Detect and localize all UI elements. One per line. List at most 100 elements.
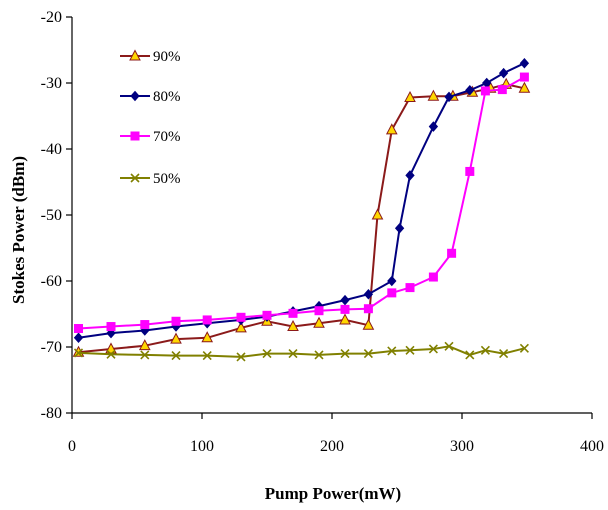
y-axis-title: Stokes Power (dBm): [9, 156, 28, 304]
data-point: [262, 349, 272, 359]
data-point: [140, 350, 150, 360]
plot-area: -80 -70 -60 -50 -40 -30 -20 0 100 200 300 400: [41, 9, 604, 455]
data-point: [236, 352, 246, 362]
x-tick-label: 300: [450, 438, 474, 455]
data-point: [202, 351, 212, 361]
data-point: [138, 339, 151, 351]
legend-item: 50%: [120, 171, 181, 187]
data-point: [499, 349, 509, 359]
y-tick-label: -30: [41, 75, 62, 92]
data-point: [171, 351, 181, 361]
data-point: [444, 341, 454, 351]
data-point: [371, 208, 384, 220]
data-point: [519, 72, 529, 82]
x-tick-label: 100: [190, 438, 214, 455]
data-point: [262, 310, 272, 320]
data-point: [405, 283, 415, 293]
x-axis-title: Pump Power(mW): [265, 484, 401, 503]
x-tick-label: 200: [320, 438, 344, 455]
series-2: [74, 72, 529, 334]
data-point: [363, 304, 373, 314]
data-point: [313, 316, 325, 328]
data-point: [363, 349, 373, 359]
data-point: [428, 121, 439, 132]
data-point: [363, 288, 374, 300]
data-point: [387, 275, 397, 287]
legend-marker: [130, 173, 140, 183]
data-point: [202, 315, 212, 325]
y-tick-label: -60: [41, 273, 62, 290]
data-point: [405, 170, 415, 181]
data-point: [339, 313, 351, 325]
legend-marker: [130, 131, 140, 141]
series-3: [73, 341, 529, 362]
y-tick-label: -70: [41, 339, 62, 356]
y-tick-label: -20: [41, 9, 62, 26]
data-point: [236, 312, 246, 322]
data-point: [288, 349, 298, 359]
legend-marker: [129, 49, 141, 61]
data-point: [385, 123, 398, 135]
x-tick-label: 0: [68, 438, 76, 455]
data-point: [340, 349, 350, 359]
data-point: [447, 248, 457, 258]
legend-item: 80%: [120, 89, 181, 105]
legend-label: 70%: [153, 129, 181, 145]
data-point: [444, 91, 454, 103]
data-point: [105, 342, 117, 354]
data-point: [404, 90, 416, 103]
x-axis-ticks: 0 100 200 300 400: [68, 413, 604, 455]
data-point: [288, 308, 298, 318]
y-tick-label: -50: [41, 207, 62, 224]
data-point: [287, 319, 299, 332]
data-point: [427, 89, 440, 101]
data-point: [465, 350, 475, 360]
data-point: [314, 350, 324, 360]
series-line: [78, 62, 525, 339]
legend-item: 90%: [120, 49, 181, 65]
legend-label: 90%: [153, 49, 181, 65]
data-point: [465, 166, 475, 176]
data-point: [519, 343, 529, 353]
data-point: [106, 322, 116, 332]
data-point: [428, 344, 438, 354]
data-point: [201, 331, 214, 343]
data-point: [498, 67, 509, 79]
data-point: [314, 306, 324, 316]
data-point: [405, 345, 415, 355]
y-tick-label: -80: [41, 405, 62, 422]
series-0: [72, 77, 531, 357]
legend-item: 70%: [120, 129, 181, 145]
data-point: [140, 320, 150, 330]
data-point: [106, 349, 116, 359]
series-line: [78, 76, 525, 330]
data-point: [387, 288, 397, 298]
data-point: [73, 332, 84, 344]
data-point: [170, 332, 182, 344]
data-point: [340, 294, 350, 306]
y-tick-label: -40: [41, 141, 62, 158]
data-point: [73, 348, 84, 358]
legend: 90% 80% 70% 50%: [120, 49, 181, 187]
data-point: [519, 57, 530, 69]
data-point: [171, 316, 181, 326]
legend-marker: [130, 90, 140, 102]
series-1: [73, 57, 530, 344]
data-point: [235, 321, 247, 333]
data-point: [518, 81, 531, 93]
data-point: [387, 346, 397, 356]
y-axis-ticks: -80 -70 -60 -50 -40 -30 -20: [41, 9, 72, 422]
legend-label: 50%: [153, 171, 181, 187]
data-point: [362, 318, 375, 330]
data-point: [394, 222, 405, 234]
data-point: [480, 345, 490, 355]
data-point: [74, 324, 83, 334]
series-layer: [72, 57, 531, 362]
data-point: [497, 85, 507, 95]
data-point: [480, 86, 490, 96]
data-point: [340, 304, 350, 314]
legend-label: 80%: [153, 89, 181, 105]
data-point: [428, 272, 438, 282]
x-tick-label: 400: [580, 438, 604, 455]
